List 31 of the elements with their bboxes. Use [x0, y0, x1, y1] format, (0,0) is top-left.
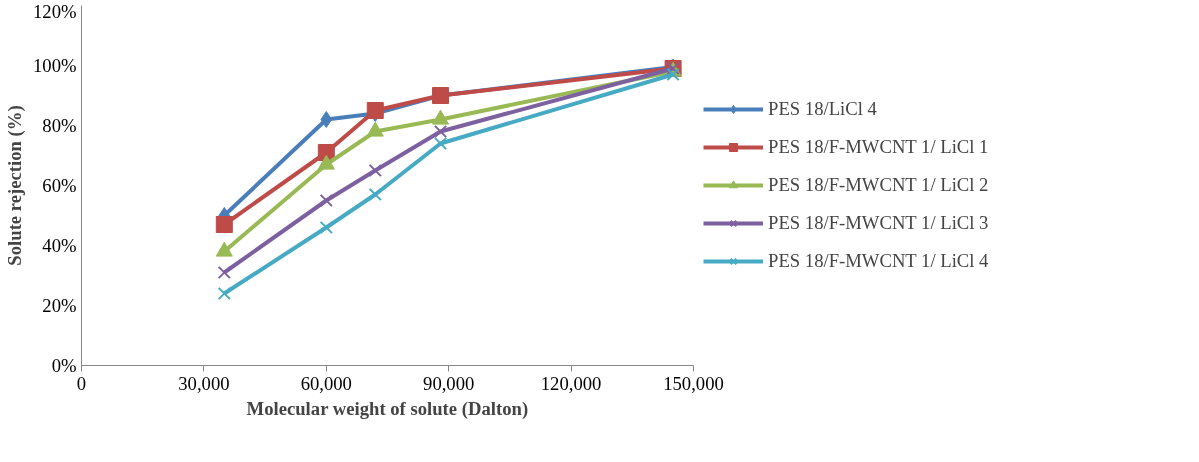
- point: [320, 111, 333, 128]
- legend-label: PES 18/F-MWCNT 1/ LiCl 1: [768, 136, 989, 158]
- x-tick-label: 60,000: [300, 372, 352, 394]
- y-tick-label: 120%: [32, 0, 77, 22]
- point: [319, 220, 333, 235]
- legend-label: PES 18/LiCl 4: [768, 98, 877, 120]
- legend-label: PES 18/F-MWCNT 1/ LiCl 3: [768, 212, 989, 234]
- x-axis-title: Molecular weight of solute (Dalton): [246, 397, 529, 420]
- point: [319, 193, 333, 208]
- legend-label: PES 18/F-MWCNT 1/ LiCl 4: [768, 250, 989, 272]
- y-axis-title: Solute rejection (%): [3, 105, 26, 266]
- point: [215, 216, 233, 233]
- x-tick-label: 30,000: [178, 372, 230, 394]
- y-tick-label: 0%: [51, 355, 77, 376]
- x-tick-label: 0: [76, 372, 87, 394]
- point: [368, 187, 382, 202]
- y-tick-label: 60%: [42, 175, 77, 196]
- x-tick-label: 120,000: [540, 372, 602, 394]
- y-tick-label: 40%: [42, 235, 77, 256]
- x-tick-label: 90,000: [423, 372, 475, 394]
- point: [433, 124, 448, 139]
- point: [368, 163, 382, 178]
- y-tick-label: 80%: [42, 115, 77, 136]
- point: [433, 136, 448, 151]
- point: [217, 286, 231, 301]
- y-tick-label: 20%: [42, 295, 77, 316]
- legend-label: PES 18/F-MWCNT 1/ LiCl 2: [768, 174, 989, 196]
- point: [217, 265, 231, 280]
- x-tick-label: 150,000: [663, 372, 724, 394]
- y-tick-label: 100%: [32, 55, 77, 76]
- point: [666, 67, 680, 82]
